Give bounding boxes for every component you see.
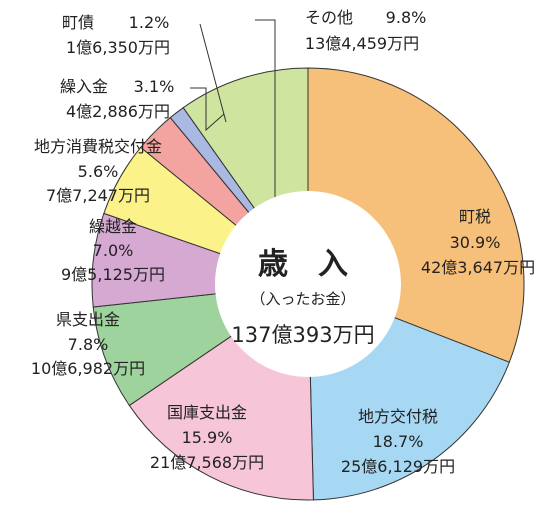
slice-label-amount-3: 10億6,982万円 xyxy=(31,359,145,378)
slice-label-percent-5: 5.6% xyxy=(78,162,119,181)
label-group-8: その他 9.8% 13億4,459万円 xyxy=(305,8,426,53)
slice-label-amount-1: 25億6,129万円 xyxy=(341,457,455,476)
slice-label-percent-3: 7.8% xyxy=(68,335,109,354)
slice-label-name-6: 繰入金 xyxy=(60,77,108,96)
slice-label-amount-5: 7億7,247万円 xyxy=(46,186,150,205)
donut-hole xyxy=(215,191,401,377)
slice-label-name-8: その他 xyxy=(305,8,353,27)
label-group-4: 繰越金 7.0% 9億5,125万円 xyxy=(61,217,165,284)
slice-label-name-3: 県支出金 xyxy=(56,310,120,329)
chart-total: 137億393万円 xyxy=(231,323,374,347)
slice-label-percent-0: 30.9% xyxy=(450,233,501,252)
slice-label-percent-4: 7.0% xyxy=(93,241,134,260)
chart-subtitle: （入ったお金） xyxy=(250,290,355,308)
label-group-2: 国庫支出金 15.9% 21億7,568万円 xyxy=(150,403,264,472)
slice-label-amount-4: 9億5,125万円 xyxy=(61,265,165,284)
slice-label-amount-7: 1億6,350万円 xyxy=(66,38,170,57)
slice-label-name-2: 国庫支出金 xyxy=(167,403,247,422)
slice-label-amount-2: 21億7,568万円 xyxy=(150,453,264,472)
slice-label-amount-8: 13億4,459万円 xyxy=(305,34,419,53)
label-group-3: 県支出金 7.8% 10億6,982万円 xyxy=(31,310,145,378)
slice-label-amount-0: 42億3,647万円 xyxy=(421,258,535,277)
label-group-0: 町税 30.9% 42億3,647万円 xyxy=(421,207,535,277)
slice-label-name-4: 繰越金 xyxy=(89,217,137,236)
slice-label-percent-6: 3.1% xyxy=(134,77,175,96)
label-group-7: 町債 1.2% 1億6,350万円 xyxy=(62,13,170,57)
slice-label-percent-1: 18.7% xyxy=(373,432,424,451)
slice-label-name-5: 地方消費税交付金 xyxy=(34,137,162,156)
slice-label-name-1: 地方交付税 xyxy=(358,407,438,426)
slice-label-name-0: 町税 xyxy=(459,207,491,226)
slice-label-percent-7: 1.2% xyxy=(129,13,170,32)
label-group-6: 繰入金 3.1% 4億2,886万円 xyxy=(60,77,174,121)
chart-title: 歳 入 xyxy=(258,247,348,282)
label-group-1: 地方交付税 18.7% 25億6,129万円 xyxy=(341,407,455,476)
slice-label-percent-2: 15.9% xyxy=(182,428,233,447)
slice-label-percent-8: 9.8% xyxy=(386,8,427,27)
slice-label-name-7: 町債 xyxy=(62,13,94,32)
slice-label-amount-6: 4億2,886万円 xyxy=(66,102,170,121)
leader-lines xyxy=(190,19,276,212)
label-group-5: 地方消費税交付金 5.6% 7億7,247万円 xyxy=(34,137,162,205)
